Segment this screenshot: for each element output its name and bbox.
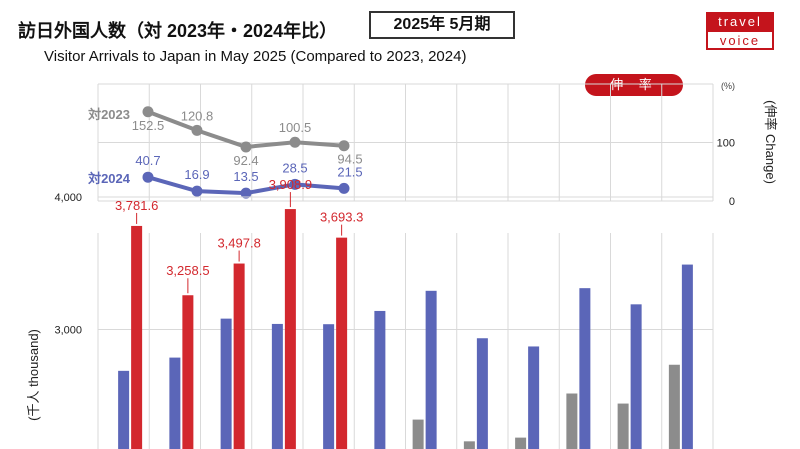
data-point — [240, 141, 252, 153]
data-label: 21.5 — [337, 164, 362, 179]
bar-2025 — [233, 263, 245, 449]
bar-chart-ytick: 4,000 — [54, 192, 82, 204]
bar-chart-ytick: 3,000 — [54, 325, 82, 337]
data-point — [142, 106, 154, 118]
bar-data-label: 3,693.3 — [320, 210, 363, 225]
data-point — [289, 178, 301, 190]
bar-2023 — [412, 419, 424, 449]
data-point — [240, 187, 252, 199]
bar-2024 — [425, 290, 437, 449]
line-chart-ytick: 100 — [717, 138, 735, 150]
bar-2025 — [182, 295, 194, 449]
logo-bottom-text: voice — [706, 32, 774, 50]
bar-data-label: 3,258.5 — [166, 263, 209, 278]
bar-data-label: 3,908.9 — [269, 177, 312, 192]
data-label: 40.7 — [135, 153, 160, 168]
data-point — [191, 185, 203, 197]
data-point — [289, 136, 301, 148]
line-chart-ylabel: (伸率 Change) — [763, 100, 778, 184]
data-label: 100.5 — [279, 120, 312, 135]
bar-2023 — [566, 393, 578, 449]
change-rate-badge: 伸 率 — [585, 74, 683, 96]
page-subtitle: Visitor Arrivals to Japan in May 2025 (C… — [44, 48, 467, 65]
data-label: 92.4 — [233, 153, 258, 168]
bar-2024 — [374, 310, 386, 449]
bar-2024 — [528, 346, 540, 449]
bar-2025 — [284, 209, 296, 449]
data-label: 152.5 — [132, 118, 165, 133]
data-label: 28.5 — [282, 160, 307, 175]
bar-2023 — [515, 437, 527, 449]
bar-2025 — [131, 225, 143, 449]
bar-2023 — [463, 441, 475, 449]
bar-2024 — [271, 323, 283, 449]
bar-2024 — [681, 264, 693, 449]
bar-2024 — [118, 370, 130, 449]
period-label: 2025年 5月期 — [369, 11, 515, 39]
data-point — [338, 140, 350, 152]
bar-2024 — [169, 357, 181, 449]
bar-data-label: 3,497.8 — [217, 236, 260, 251]
bar-data-label: 3,781.6 — [115, 198, 158, 213]
bar-2024 — [476, 338, 488, 449]
series-label-vs2024: 対2024 — [87, 171, 131, 186]
bar-2023 — [668, 364, 680, 449]
bar-2023 — [617, 403, 629, 449]
data-point — [191, 124, 203, 136]
data-label: 94.5 — [337, 152, 362, 167]
bar-2024 — [630, 304, 642, 449]
bar-2024 — [579, 288, 591, 449]
data-point — [142, 171, 154, 183]
data-label: 16.9 — [184, 167, 209, 182]
bar-2024 — [323, 324, 335, 449]
line-chart-ytick: 0 — [729, 196, 735, 208]
line-chart-unit: (%) — [721, 81, 735, 91]
logo-top-text: travel — [706, 12, 774, 32]
page-title: 訪日外国人数（対 2023年・2024年比） — [18, 21, 338, 41]
bar-2025 — [336, 237, 348, 449]
data-label: 13.5 — [233, 169, 258, 184]
series-label-vs2023: 対2023 — [87, 107, 130, 122]
bar-2024 — [220, 318, 232, 449]
data-point — [338, 182, 350, 194]
travelvoice-logo: travel voice — [706, 12, 774, 52]
bar-chart-ylabel: (千人 thousand) — [26, 329, 41, 421]
data-label: 120.8 — [181, 108, 214, 123]
